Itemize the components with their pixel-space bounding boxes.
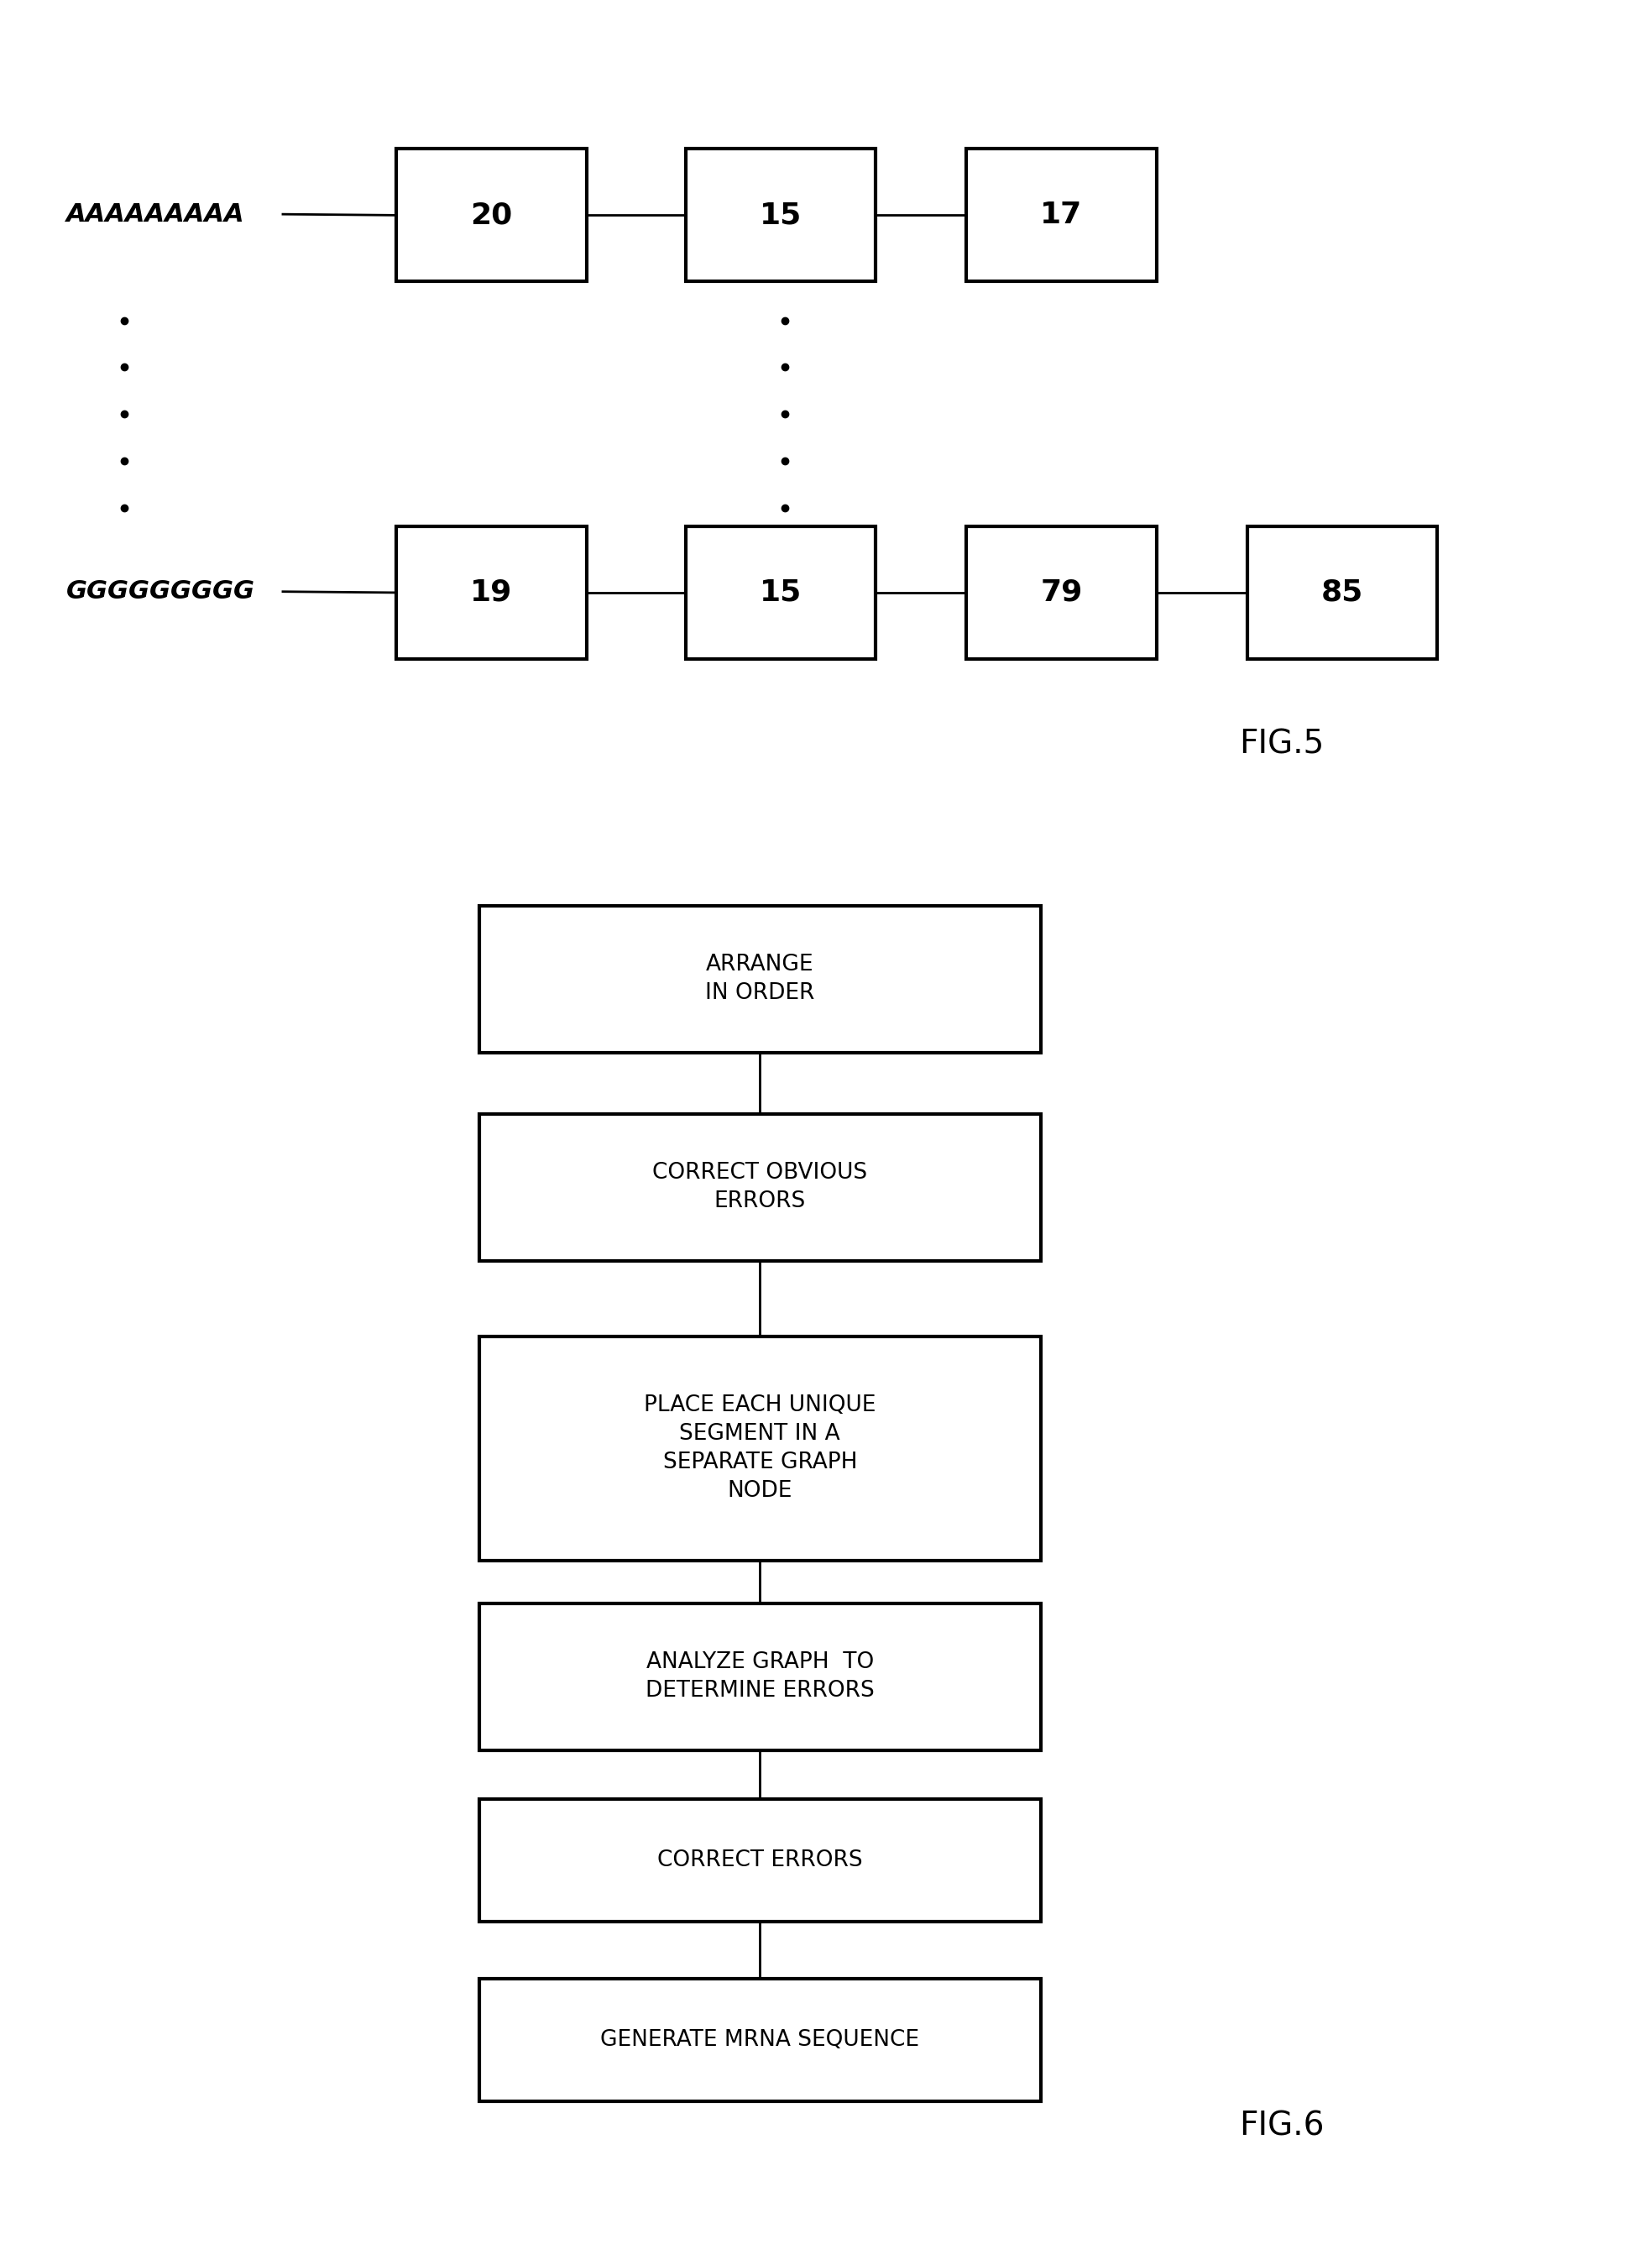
Bar: [479, 1800, 1041, 1921]
Text: 17: 17: [1041, 202, 1082, 229]
Bar: [686, 527, 876, 660]
Text: CORRECT OBVIOUS
ERRORS: CORRECT OBVIOUS ERRORS: [653, 1162, 867, 1212]
Bar: [479, 907, 1041, 1052]
Text: 79: 79: [1041, 579, 1082, 606]
Text: 15: 15: [760, 579, 801, 606]
Bar: [1247, 527, 1437, 660]
Text: 15: 15: [760, 202, 801, 229]
Bar: [396, 148, 586, 280]
Bar: [479, 1335, 1041, 1560]
Text: ARRANGE
IN ORDER: ARRANGE IN ORDER: [705, 954, 814, 1005]
Text: 19: 19: [471, 579, 512, 606]
Bar: [686, 148, 876, 280]
Text: FIG.5: FIG.5: [1239, 729, 1323, 761]
Bar: [479, 1113, 1041, 1261]
Bar: [479, 1979, 1041, 2100]
Bar: [396, 527, 586, 660]
Text: GENERATE MRNA SEQUENCE: GENERATE MRNA SEQUENCE: [600, 2029, 920, 2051]
Bar: [479, 1604, 1041, 1750]
Text: 85: 85: [1322, 579, 1363, 606]
Text: FIG.6: FIG.6: [1239, 2109, 1325, 2141]
Text: PLACE EACH UNIQUE
SEGMENT IN A
SEPARATE GRAPH
NODE: PLACE EACH UNIQUE SEGMENT IN A SEPARATE …: [644, 1396, 876, 1501]
Text: CORRECT ERRORS: CORRECT ERRORS: [657, 1849, 862, 1871]
Text: 20: 20: [471, 202, 512, 229]
Bar: [966, 148, 1156, 280]
Bar: [966, 527, 1156, 660]
Text: GGGGGGGGG: GGGGGGGGG: [66, 579, 254, 604]
Text: ANALYZE GRAPH  TO
DETERMINE ERRORS: ANALYZE GRAPH TO DETERMINE ERRORS: [646, 1652, 874, 1701]
Text: AAAAAAAAA: AAAAAAAAA: [66, 202, 244, 227]
